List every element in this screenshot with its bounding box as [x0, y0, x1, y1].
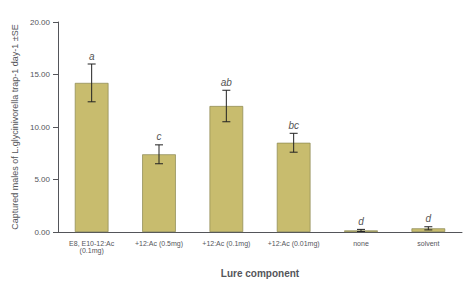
svg-text:ab: ab — [221, 77, 233, 88]
svg-text:+12:Ac (0.1mg): +12:Ac (0.1mg) — [202, 240, 250, 248]
svg-text:d: d — [426, 213, 432, 224]
svg-text:+12:Ac (0.01mg): +12:Ac (0.01mg) — [268, 240, 320, 248]
svg-text:15.00: 15.00 — [30, 70, 51, 79]
svg-text:c: c — [157, 131, 162, 142]
svg-text:Captured males of L.glycinivor: Captured males of L.glycinivorella trap-… — [10, 24, 20, 230]
svg-text:5.00: 5.00 — [34, 175, 50, 184]
svg-text:a: a — [89, 51, 95, 62]
svg-text:10.00: 10.00 — [30, 123, 51, 132]
svg-text:20.00: 20.00 — [30, 18, 51, 27]
svg-text:Lure component: Lure component — [221, 268, 300, 279]
svg-text:(0.1mg): (0.1mg) — [80, 247, 104, 255]
svg-text:bc: bc — [288, 120, 299, 131]
svg-text:+12:Ac (0.5mg): +12:Ac (0.5mg) — [135, 240, 183, 248]
svg-text:d: d — [358, 216, 364, 227]
svg-text:E8, E10-12:Ac: E8, E10-12:Ac — [69, 240, 115, 247]
svg-text:0.00: 0.00 — [34, 228, 50, 237]
svg-text:solvent: solvent — [417, 240, 439, 247]
svg-text:none: none — [353, 240, 369, 247]
